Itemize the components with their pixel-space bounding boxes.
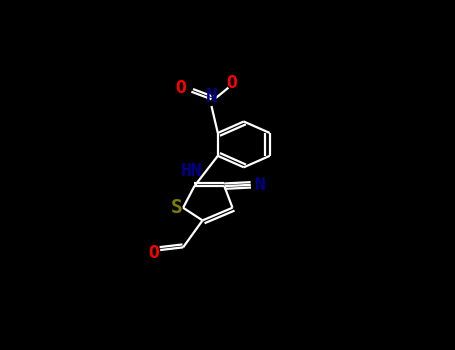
Text: O: O	[227, 74, 238, 92]
Text: N: N	[255, 176, 266, 194]
Text: O: O	[175, 79, 186, 97]
Text: HN: HN	[181, 162, 203, 180]
Text: O: O	[148, 244, 159, 262]
Text: S: S	[171, 198, 182, 217]
Text: N: N	[206, 87, 217, 106]
